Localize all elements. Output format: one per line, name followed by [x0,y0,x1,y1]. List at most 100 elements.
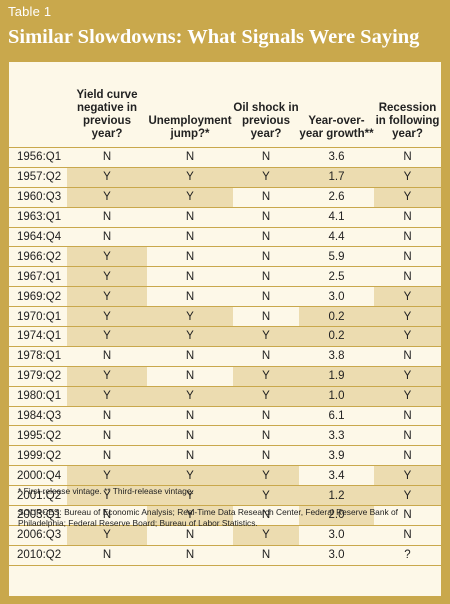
yield-curve-cell: Y [67,246,147,268]
growth-cell: 3.3 [299,425,374,447]
date-cell: 1963:Q1 [9,207,67,228]
table-title: Similar Slowdowns: What Signals Were Say… [8,26,420,48]
date-cell: 2006:Q3 [9,525,67,546]
unemployment-cell: Y [147,306,233,328]
oil-shock-cell: Y [233,525,299,546]
table-row: 2001:Q2 Y Y Y 1.2 Y [9,485,441,507]
unemployment-cell: Y [147,187,233,208]
table-row: 1967:Q1 Y N N 2.5 N [9,266,441,288]
recession-cell: ? [374,545,441,566]
date-cell: 2010:Q2 [9,545,67,566]
yield-curve-cell: Y [67,386,147,407]
growth-cell: 4.4 [299,227,374,248]
table-row: 1963:Q1 N N N 4.1 N [9,207,441,228]
unemployment-cell: N [147,406,233,427]
date-cell: 1960:Q3 [9,187,67,208]
unemployment-cell: Y [147,485,233,507]
recession-cell: N [374,406,441,427]
unemployment-cell: Y [147,326,233,347]
table-row: 1995:Q2 N N N 3.3 N [9,425,441,447]
recession-cell: Y [374,366,441,387]
yield-curve-cell: Y [67,286,147,308]
oil-shock-cell: N [233,425,299,447]
oil-shock-cell: N [233,306,299,328]
growth-cell: 2.0 [299,505,374,526]
table-row: 1980:Q1 Y Y Y 1.0 Y [9,386,441,407]
yield-curve-cell: Y [67,366,147,387]
date-cell: 1957:Q2 [9,167,67,188]
growth-cell: 1.7 [299,167,374,188]
recession-cell: Y [374,187,441,208]
header-row: Yield curve negative in previous year? U… [9,62,441,148]
column-header-growth: Year-over-year growth** [299,62,374,148]
yield-curve-cell: N [67,406,147,427]
date-cell: 1978:Q1 [9,346,67,367]
table-row: 2000:Q4 Y Y Y 3.4 Y [9,465,441,487]
unemployment-cell: N [147,525,233,546]
oil-shock-cell: N [233,545,299,566]
unemployment-cell: N [147,246,233,268]
yield-curve-cell: Y [67,465,147,487]
growth-cell: 2.5 [299,266,374,288]
recession-cell: N [374,207,441,228]
table-header: Table 1 Similar Slowdowns: What Signals … [0,0,450,62]
recession-cell: N [374,445,441,467]
column-header-yield-curve: Yield curve negative in previous year? [67,62,147,148]
recession-cell: N [374,227,441,248]
oil-shock-cell: Y [233,465,299,487]
oil-shock-cell: N [233,505,299,526]
table-row: 1956:Q1 N N N 3.6 N [9,147,441,168]
growth-cell: 3.0 [299,525,374,546]
recession-cell: Y [374,326,441,347]
date-cell: 1974:Q1 [9,326,67,347]
unemployment-cell: N [147,147,233,168]
column-header-oil-shock: Oil shock in previous year? [233,62,299,148]
date-cell: 2003:Q1 [9,505,67,526]
table-row: 1964:Q4 N N N 4.4 N [9,227,441,248]
yield-curve-cell: N [67,505,147,526]
oil-shock-cell: N [233,147,299,168]
unemployment-cell: N [147,207,233,228]
oil-shock-cell: Y [233,167,299,188]
growth-cell: 3.0 [299,545,374,566]
oil-shock-cell: N [233,187,299,208]
recession-cell: N [374,346,441,367]
table-body: 1956:Q1 N N N 3.6 N 1957:Q2 Y Y Y 1.7 Y 1960:Q3 Y Y N 2.… [9,147,441,566]
table-row: 1957:Q2 Y Y Y 1.7 Y [9,167,441,188]
unemployment-cell: N [147,227,233,248]
yield-curve-cell: N [67,425,147,447]
yield-curve-cell: Y [67,306,147,328]
table-row: 1978:Q1 N N N 3.8 N [9,346,441,367]
recession-cell: N [374,425,441,447]
yield-curve-cell: N [67,545,147,566]
recession-cell: Y [374,485,441,507]
unemployment-cell: N [147,286,233,308]
recession-cell: Y [374,167,441,188]
table-row: 1999:Q2 N N N 3.9 N [9,445,441,467]
growth-cell: 3.8 [299,346,374,367]
growth-cell: 3.6 [299,147,374,168]
date-cell: 1970:Q1 [9,306,67,328]
table-notes: * First-release vintage. ** Third-releas… [18,486,434,529]
unemployment-cell: N [147,266,233,288]
date-cell: 2001:Q2 [9,485,67,507]
date-cell: 1964:Q4 [9,227,67,248]
growth-cell: 5.9 [299,246,374,268]
unemployment-cell: N [147,366,233,387]
date-cell: 1999:Q2 [9,445,67,467]
sources-note: SOURCES: Bureau of Economic Analysis; Re… [18,507,398,528]
column-header-recession: Recession in following year? [374,62,441,148]
table-row: 1966:Q2 Y N N 5.9 N [9,246,441,268]
oil-shock-cell: Y [233,386,299,407]
oil-shock-cell: N [233,246,299,268]
oil-shock-cell: Y [233,485,299,507]
oil-shock-cell: N [233,445,299,467]
oil-shock-cell: Y [233,326,299,347]
table-row: 2006:Q3 Y N Y 3.0 N [9,525,441,546]
growth-cell: 1.0 [299,386,374,407]
table-row: 1969:Q2 Y N N 3.0 Y [9,286,441,308]
table-row: 2010:Q2 N N N 3.0? [9,545,441,566]
oil-shock-cell: Y [233,366,299,387]
unemployment-cell: Y [147,505,233,526]
date-cell: 1995:Q2 [9,425,67,447]
